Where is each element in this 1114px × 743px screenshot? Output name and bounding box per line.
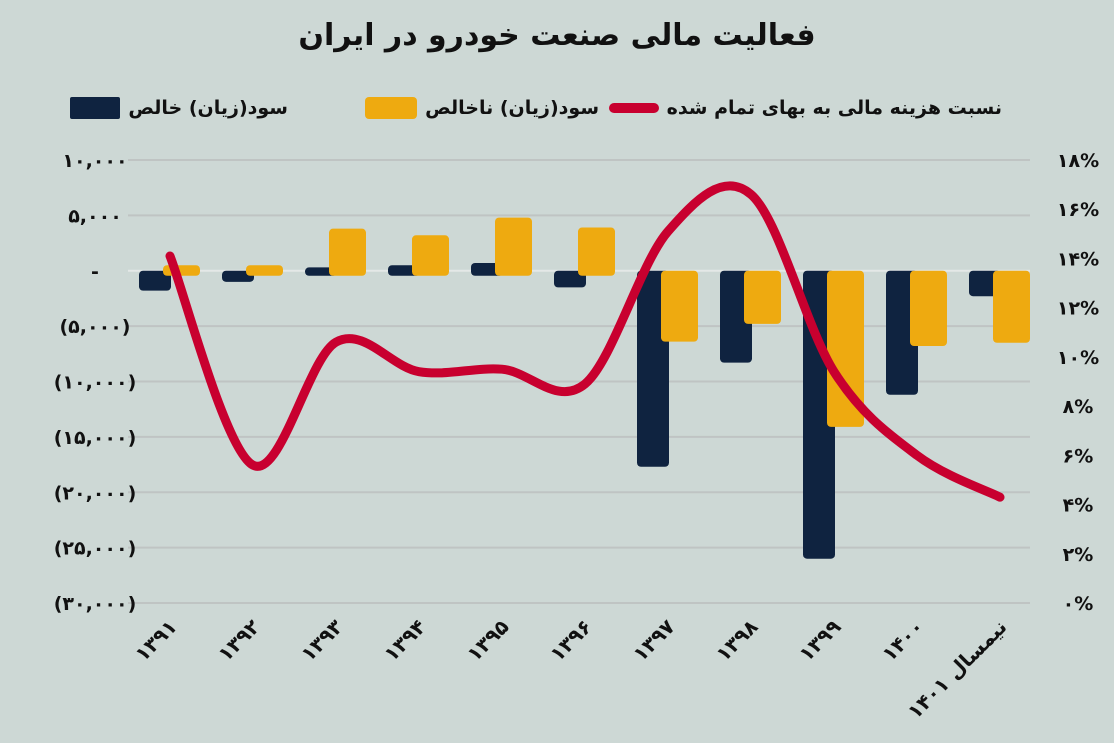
bar-gross-2: [329, 228, 366, 276]
right-tick-label: ۱۴%: [1057, 248, 1099, 270]
legend-label-line: نسبت هزینه مالی به بهای تمام شده: [666, 97, 1002, 119]
bar-gross-1: [246, 265, 283, 276]
x-tick-label: ۱۳۹۳: [296, 615, 347, 666]
x-tick-label: ۱۳۹۵: [462, 615, 513, 666]
x-tick-label: ۱۳۹۴: [379, 615, 430, 666]
right-tick-label: ۰%: [1063, 593, 1094, 615]
left-tick-label: (۱۵,۰۰۰): [54, 427, 137, 449]
bar-net-1: [222, 270, 254, 282]
left-tick-label: (۵,۰۰۰): [60, 316, 131, 338]
x-tick-label: ۱۳۹۲: [213, 615, 264, 666]
right-tick-label: ۲%: [1063, 544, 1094, 566]
left-tick-label: (۲۵,۰۰۰): [54, 538, 137, 560]
legend-swatch-line: [608, 103, 659, 113]
left-tick-label: (۱۰,۰۰۰): [54, 372, 137, 394]
legend-label-gross: سود(زیان) ناخالص: [425, 97, 599, 119]
x-tick-label: ۱۳۹۸: [711, 615, 762, 666]
legend-label-net: سود(زیان) خالص: [128, 97, 288, 119]
x-tick-label: ۱۳۹۶: [545, 615, 596, 666]
x-tick-label: ۱۳۹۱: [130, 615, 181, 666]
bar-gross-4: [495, 217, 532, 276]
bar-gross-6: [661, 270, 698, 342]
bar-net-5: [554, 270, 586, 288]
x-tick-label: ۱۳۹۷: [628, 615, 679, 666]
bar-net-0: [139, 270, 171, 291]
right-tick-label: ۸%: [1063, 396, 1094, 418]
x-tick-label: ۱۳۹۹: [794, 615, 845, 666]
right-tick-label: ۱۲%: [1057, 298, 1099, 320]
bar-gross-3: [412, 235, 449, 276]
legend-item-gross: سود(زیان) ناخالص: [365, 94, 599, 122]
legend-item-net: سود(زیان) خالص: [70, 94, 288, 122]
right-tick-label: ۱۸%: [1057, 150, 1099, 172]
right-tick-label: ۴%: [1063, 495, 1094, 517]
legend-swatch-gross: [365, 97, 418, 119]
bar-gross-5: [578, 227, 615, 276]
right-tick-label: ۱۶%: [1057, 199, 1099, 221]
right-tick-label: ۶%: [1063, 445, 1094, 467]
right-tick-label: ۱۰%: [1057, 347, 1099, 369]
legend-swatch-net: [70, 97, 121, 119]
left-tick-label: ۵,۰۰۰: [68, 205, 122, 227]
bar-gross-7: [744, 270, 781, 324]
chart-title: فعالیت مالی صنعت خودرو در ایران: [298, 18, 816, 53]
legend-item-line: نسبت هزینه مالی به بهای تمام شده: [608, 94, 1002, 122]
left-tick-label: (۲۰,۰۰۰): [54, 482, 137, 504]
bar-gross-8: [827, 270, 864, 427]
bar-gross-0: [163, 265, 200, 276]
bar-gross-10: [993, 270, 1030, 343]
x-tick-label: ۱۴۰۰: [877, 615, 928, 666]
left-tick-label: ۱۰,۰۰۰: [62, 150, 127, 172]
left-tick-label: (۳۰,۰۰۰): [54, 593, 137, 615]
bar-gross-9: [910, 270, 947, 347]
left-tick-label: -: [91, 261, 99, 283]
